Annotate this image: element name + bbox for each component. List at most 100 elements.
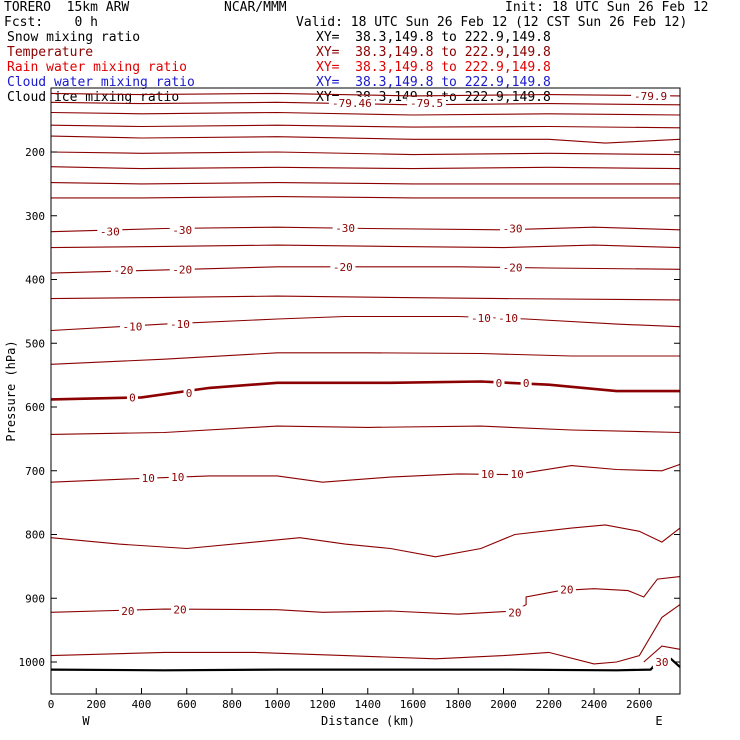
contour-label: -20 — [503, 261, 523, 274]
contour-label: 0 — [186, 387, 193, 400]
contour-label-bg — [500, 261, 526, 274]
x-tick-label: 400 — [132, 698, 152, 711]
isotherm-0 — [50, 380, 680, 401]
isotherm-m15 — [50, 295, 681, 301]
isotherm-m30 — [50, 226, 681, 233]
isotherm-20 — [50, 576, 681, 615]
ground-surface — [50, 655, 681, 672]
contour-label-bg — [119, 320, 145, 333]
contour-label-bg — [330, 260, 356, 273]
contour-label-bg — [407, 96, 447, 109]
contour-label: 10 — [510, 468, 523, 481]
contour-label: 20 — [173, 604, 186, 617]
contour-label: 10 — [171, 471, 184, 484]
contour-label: -10 — [498, 312, 518, 325]
field-xy-rain: XY= 38.3,149.8 to 222.9,149.8 — [316, 60, 551, 75]
isotherm-m20 — [50, 266, 681, 274]
x-tick-label: 200 — [86, 698, 106, 711]
contour-label-bg — [170, 603, 189, 616]
contour-label-bg — [505, 606, 524, 619]
contour-label-bg — [126, 391, 138, 404]
y-tick-label: 400 — [25, 274, 45, 287]
x-tick-label: 1000 — [264, 698, 291, 711]
contour-label: -79.5 — [410, 97, 443, 110]
contour-label: 0 — [496, 377, 503, 390]
y-tick-label: 300 — [25, 210, 45, 223]
y-tick-label: 700 — [25, 465, 45, 478]
contour-label-bg — [139, 471, 158, 484]
contour-label: 10 — [481, 468, 494, 481]
contour-label-bg — [183, 386, 195, 399]
x-tick-label: 800 — [222, 698, 242, 711]
contour-label: 30 — [655, 656, 668, 669]
isotherm-m10 — [50, 315, 681, 332]
isotherm-m25 — [50, 244, 681, 249]
forecast-hour: Fcst: 0 h — [4, 15, 98, 30]
isotherm-m75 — [50, 92, 681, 97]
contour-label-bg — [508, 467, 527, 480]
plot-frame — [50, 87, 681, 695]
contour-label: -10 — [471, 312, 491, 325]
model-title: TORERO 15km ARW — [4, 0, 130, 15]
y-tick-label: 500 — [25, 337, 45, 350]
contour-label: -10 — [123, 321, 143, 334]
x-axis-west-label: W — [82, 714, 90, 728]
contour-label: -30 — [503, 223, 523, 236]
contour-label-bg — [495, 311, 521, 324]
contour-label: -20 — [113, 264, 133, 277]
contour-label-bg — [332, 221, 358, 234]
isotherm-5 — [50, 425, 681, 435]
isotherm-10 — [50, 463, 681, 483]
isotherm-25 — [50, 604, 681, 665]
isotherm-m45 — [50, 166, 681, 170]
contour-label-bg — [500, 222, 526, 235]
contour-label: -20 — [172, 263, 192, 276]
field-xy-cloud-water: XY= 38.3,149.8 to 222.9,149.8 — [316, 75, 551, 90]
contour-label-bg — [169, 223, 195, 236]
contour-label-bg — [168, 471, 187, 484]
x-tick-label: 1400 — [355, 698, 382, 711]
contour-label: -79.9 — [634, 90, 667, 103]
contour-label: -30 — [172, 224, 192, 237]
y-tick-label: 200 — [25, 146, 45, 159]
field-xy-snow: XY= 38.3,149.8 to 222.9,149.8 — [316, 30, 551, 45]
x-tick-label: 2600 — [626, 698, 653, 711]
contour-label-bg — [118, 605, 137, 617]
x-axis-east-label: E — [655, 714, 662, 728]
y-tick-label: 900 — [25, 592, 45, 605]
contour-label: -20 — [333, 261, 353, 274]
field-name-cloud-water: Cloud water mixing ratio — [7, 75, 195, 90]
valid-time: Valid: 18 UTC Sun 26 Feb 12 (12 CST Sun … — [296, 15, 688, 30]
isotherm-m50 — [50, 151, 681, 156]
contour-label-bg — [493, 376, 505, 389]
contour-label: 20 — [560, 583, 573, 596]
contour-label: 10 — [142, 472, 155, 485]
field-xy-temperature: XY= 38.3,149.8 to 222.9,149.8 — [316, 45, 551, 60]
isotherm-m55 — [50, 135, 681, 144]
contour-label-bg — [468, 311, 494, 324]
x-tick-label: 600 — [177, 698, 197, 711]
x-tick-label: 2200 — [536, 698, 563, 711]
contour-label-bg — [557, 583, 576, 596]
contour-label-bg — [520, 376, 532, 389]
x-tick-label: 1600 — [400, 698, 427, 711]
init-time: Init: 18 UTC Sun 26 Feb 12 — [505, 0, 709, 15]
contour-label-bg — [631, 89, 671, 102]
contour-label: -79.46 — [332, 97, 372, 110]
isotherm-15 — [50, 524, 681, 558]
contour-label: 0 — [129, 391, 136, 404]
contour-label: -30 — [335, 222, 355, 235]
contour-label: 0 — [523, 377, 530, 390]
y-tick-label: 600 — [25, 401, 45, 414]
y-tick-label: 800 — [25, 529, 45, 542]
isotherm-m40 — [50, 182, 680, 185]
contour-label: -10 — [170, 318, 190, 331]
field-name-snow: Snow mixing ratio — [7, 30, 141, 45]
contour-label-bg — [328, 96, 375, 109]
x-tick-label: 0 — [48, 698, 55, 711]
contour-label-bg — [478, 467, 497, 480]
contour-label-bg — [110, 263, 136, 276]
contour-label: -30 — [100, 226, 120, 239]
isotherm-m5 — [50, 352, 680, 365]
